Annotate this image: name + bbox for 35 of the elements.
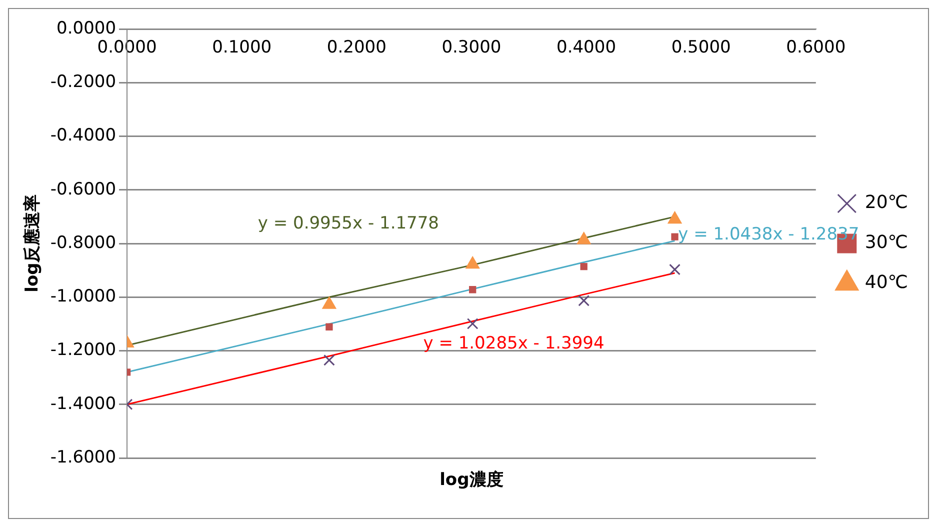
y-tick-label: -0.4000 [50,126,116,146]
point [466,256,480,269]
legend-label: 30℃ [864,232,908,254]
annotation: y = 1.0285x - 1.3994 [423,333,604,354]
y-tick-label: 0.0000 [56,18,116,38]
y-tick-label: -1.6000 [50,447,116,468]
y-tick-label: -0.2000 [50,72,116,92]
annotation: y = 0.9955x - 1.1778 [258,214,439,234]
point [326,323,333,330]
point [578,294,590,306]
x-tick-label: 0.2000 [326,38,386,58]
point [671,233,678,240]
legend-label: 20℃ [864,192,908,214]
y-tick-label: -0.8000 [50,232,116,253]
x-tick-label: 0.3000 [442,38,502,58]
y-axis-title: log反應速率 [22,194,43,292]
point [668,212,682,224]
x-tick-label: 0.0000 [97,38,157,58]
point [469,286,476,294]
annotation: y = 1.0438x - 1.2837 [678,224,860,244]
x-tick-label: 0.6000 [786,38,846,58]
y-tick-label: -1.4000 [50,394,116,414]
x-tick-label: 0.4000 [556,38,616,58]
point [580,262,588,270]
point [577,232,591,244]
point [466,318,478,330]
point [669,264,680,276]
x-tick-label: 0.5000 [671,38,731,58]
x-tick-label: 0.1000 [212,38,272,58]
point [324,354,335,366]
y-tick-label: -0.6000 [50,179,116,200]
y-tick-label: -1.2000 [50,340,116,360]
legend-label: 40℃ [864,272,908,294]
y-tick-label: -1.0000 [50,286,116,307]
x-axis-title: log濃度 [440,470,504,490]
